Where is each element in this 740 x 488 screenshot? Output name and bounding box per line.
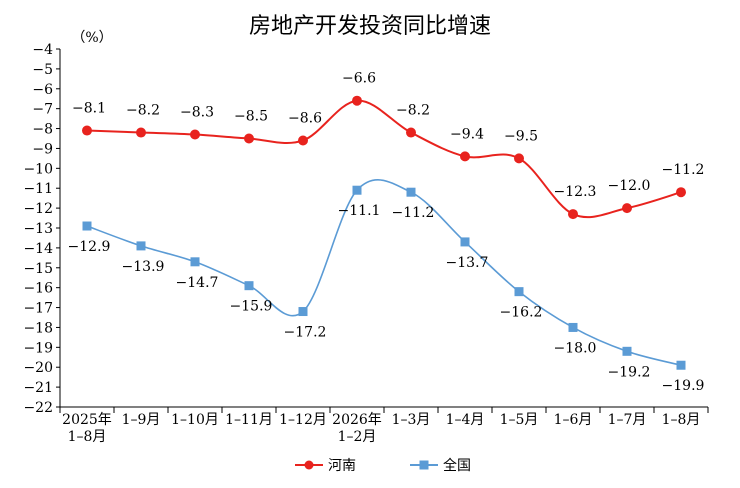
x-tick-label: 1–5月 xyxy=(500,412,539,428)
y-tick-label: −8 xyxy=(32,122,53,138)
data-point-national xyxy=(676,360,686,370)
data-point-henan xyxy=(460,151,470,162)
data-label-henan: −11.2 xyxy=(662,162,705,178)
y-tick-label: −15 xyxy=(23,261,53,277)
data-label-national: −15.9 xyxy=(230,299,273,315)
data-label-national: −12.9 xyxy=(68,239,111,255)
data-label-national: −13.9 xyxy=(122,259,165,275)
y-tick-label: −19 xyxy=(23,340,53,356)
x-tick-label: 1–2月 xyxy=(338,429,377,445)
data-point-national xyxy=(298,307,308,317)
data-point-henan xyxy=(406,127,416,138)
data-point-henan xyxy=(298,135,308,146)
data-label-henan: −8.2 xyxy=(396,103,430,119)
y-tick-label: −10 xyxy=(23,161,53,177)
y-tick-label: −5 xyxy=(32,62,53,78)
y-axis-unit-label: （%） xyxy=(71,30,112,46)
data-point-national xyxy=(352,185,362,195)
legend-marker-national xyxy=(419,460,429,470)
data-label-national: −14.7 xyxy=(176,275,219,291)
x-tick-label: 1–8月 xyxy=(662,412,701,428)
data-label-henan: −12.0 xyxy=(608,178,651,194)
data-label-national: −11.2 xyxy=(392,205,435,221)
y-tick-label: −13 xyxy=(23,221,53,237)
data-label-henan: −6.6 xyxy=(342,71,376,87)
x-tick-label: 1–12月 xyxy=(279,412,327,428)
data-point-national xyxy=(568,322,578,332)
data-label-henan: −8.1 xyxy=(72,101,106,117)
data-point-national xyxy=(244,281,254,291)
data-label-henan: −9.4 xyxy=(450,126,484,142)
x-tick-label: 1–3月 xyxy=(392,412,431,428)
data-point-national xyxy=(460,237,470,247)
x-tick-label: 1–11月 xyxy=(225,412,273,428)
data-label-henan: −12.3 xyxy=(554,184,597,200)
y-tick-label: −20 xyxy=(23,360,53,376)
data-point-henan xyxy=(82,125,92,136)
x-tick-label: 1–10月 xyxy=(171,412,219,428)
y-tick-label: −6 xyxy=(32,82,53,98)
data-label-national: −17.2 xyxy=(284,325,327,341)
data-label-national: −16.2 xyxy=(500,305,543,321)
data-label-henan: −9.5 xyxy=(504,128,538,144)
data-point-henan xyxy=(568,209,578,220)
x-tick-label: 2026年 xyxy=(332,412,382,428)
y-tick-label: −7 xyxy=(32,102,53,118)
x-tick-label: 2025年 xyxy=(62,412,112,428)
x-tick-label: 1–7月 xyxy=(608,412,647,428)
y-tick-label: −4 xyxy=(32,42,53,58)
data-point-henan xyxy=(136,127,146,138)
y-tick-label: −22 xyxy=(23,400,53,416)
data-point-henan xyxy=(622,203,632,214)
data-label-national: −18.0 xyxy=(554,340,597,356)
data-label-national: −19.2 xyxy=(608,364,651,380)
data-label-national: −11.1 xyxy=(338,203,381,219)
data-point-national xyxy=(136,241,146,251)
data-label-henan: −8.3 xyxy=(180,105,214,121)
y-tick-label: −21 xyxy=(23,380,53,396)
y-tick-label: −11 xyxy=(23,181,53,197)
y-tick-label: −17 xyxy=(23,301,53,317)
data-point-henan xyxy=(676,187,686,198)
x-tick-label: 1–8月 xyxy=(68,429,107,445)
data-point-henan xyxy=(244,133,254,144)
y-tick-label: −18 xyxy=(23,320,53,336)
data-label-henan: −8.5 xyxy=(234,109,268,125)
data-point-national xyxy=(82,221,92,231)
data-point-henan xyxy=(190,129,200,140)
y-tick-label: −16 xyxy=(23,281,53,297)
data-point-national xyxy=(190,257,200,267)
data-label-henan: −8.2 xyxy=(126,103,160,119)
data-label-national: −13.7 xyxy=(446,255,489,271)
x-tick-label: 1–4月 xyxy=(446,412,485,428)
data-point-national xyxy=(622,346,632,356)
data-point-national xyxy=(406,187,416,197)
y-tick-label: −9 xyxy=(32,141,53,157)
x-tick-label: 1–6月 xyxy=(554,412,593,428)
data-point-national xyxy=(514,287,524,297)
x-tick-label: 1–9月 xyxy=(122,412,161,428)
legend-marker-henan xyxy=(304,460,314,470)
legend-label-national: 全国 xyxy=(443,457,471,474)
data-point-henan xyxy=(352,95,362,106)
chart-title: 房地产开发投资同比增速 xyxy=(248,14,491,39)
y-tick-label: −12 xyxy=(23,201,53,217)
series-line-national xyxy=(86,179,682,367)
data-label-national: −19.9 xyxy=(662,378,705,394)
y-tick-label: −14 xyxy=(23,241,53,257)
data-label-henan: −8.6 xyxy=(288,110,322,126)
data-point-henan xyxy=(514,153,524,164)
legend-label-henan: 河南 xyxy=(328,458,356,474)
